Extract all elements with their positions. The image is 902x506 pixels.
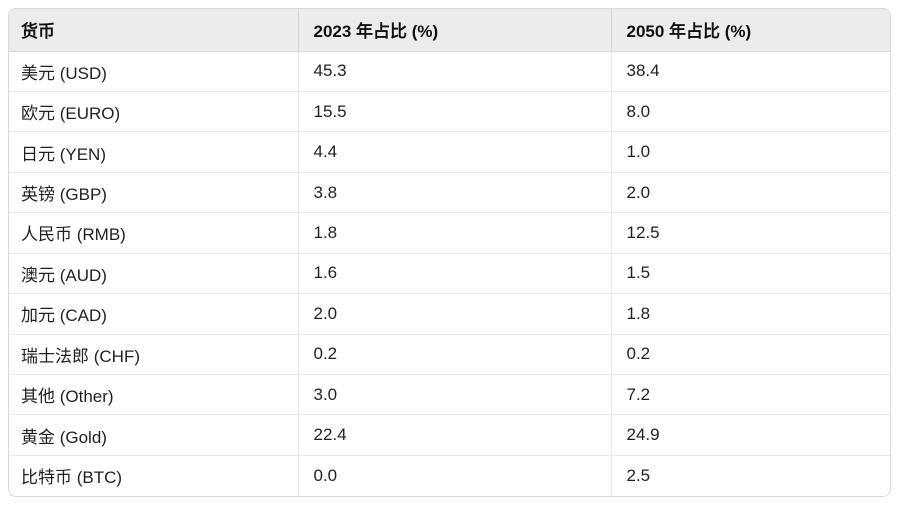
share-2023-cell: 0.0 xyxy=(297,455,611,496)
table-row: 加元 (CAD) 2.0 1.8 xyxy=(9,293,890,335)
share-2050-cell: 1.8 xyxy=(610,293,890,335)
share-2050-cell: 0.2 xyxy=(610,334,890,376)
currency-cell: 美元 (USD) xyxy=(9,51,298,92)
table-row: 其他 (Other) 3.0 7.2 xyxy=(9,374,890,416)
currency-share-table: 货币 2023 年占比 (%) 2050 年占比 (%) 美元 (USD) 45… xyxy=(9,9,890,496)
column-header-2050-share: 2050 年占比 (%) xyxy=(610,9,890,52)
share-2023-cell: 22.4 xyxy=(297,414,611,456)
share-2050-cell: 1.0 xyxy=(610,131,890,173)
currency-cell: 黄金 (Gold) xyxy=(9,414,298,456)
column-header-2023-share: 2023 年占比 (%) xyxy=(297,9,611,52)
share-2050-cell: 24.9 xyxy=(610,414,890,456)
table-row: 欧元 (EURO) 15.5 8.0 xyxy=(9,91,890,133)
share-2023-cell: 4.4 xyxy=(297,131,611,173)
currency-cell: 加元 (CAD) xyxy=(9,293,298,335)
currency-cell: 其他 (Other) xyxy=(9,374,298,416)
currency-cell: 瑞士法郎 (CHF) xyxy=(9,334,298,376)
currency-cell: 澳元 (AUD) xyxy=(9,253,298,295)
share-2050-cell: 12.5 xyxy=(610,212,890,254)
table-row: 瑞士法郎 (CHF) 0.2 0.2 xyxy=(9,334,890,376)
currency-cell: 比特币 (BTC) xyxy=(9,455,298,496)
share-2050-cell: 1.5 xyxy=(610,253,890,295)
currency-share-table-container: 货币 2023 年占比 (%) 2050 年占比 (%) 美元 (USD) 45… xyxy=(8,8,891,497)
column-header-currency: 货币 xyxy=(9,9,298,52)
table-row: 英镑 (GBP) 3.8 2.0 xyxy=(9,172,890,214)
share-2050-cell: 8.0 xyxy=(610,91,890,133)
table-row: 人民币 (RMB) 1.8 12.5 xyxy=(9,212,890,254)
share-2023-cell: 45.3 xyxy=(297,51,611,92)
share-2023-cell: 3.0 xyxy=(297,374,611,416)
share-2023-cell: 15.5 xyxy=(297,91,611,133)
share-2023-cell: 1.6 xyxy=(297,253,611,295)
currency-cell: 欧元 (EURO) xyxy=(9,91,298,133)
share-2023-cell: 0.2 xyxy=(297,334,611,376)
table-row: 美元 (USD) 45.3 38.4 xyxy=(9,51,890,92)
share-2050-cell: 2.0 xyxy=(610,172,890,214)
table-row: 澳元 (AUD) 1.6 1.5 xyxy=(9,253,890,295)
share-2023-cell: 2.0 xyxy=(297,293,611,335)
table-row: 日元 (YEN) 4.4 1.0 xyxy=(9,131,890,173)
share-2023-cell: 1.8 xyxy=(297,212,611,254)
currency-cell: 人民币 (RMB) xyxy=(9,212,298,254)
header-row: 货币 2023 年占比 (%) 2050 年占比 (%) xyxy=(9,9,890,52)
share-2050-cell: 38.4 xyxy=(610,51,890,92)
share-2050-cell: 2.5 xyxy=(610,455,890,496)
share-2023-cell: 3.8 xyxy=(297,172,611,214)
share-2050-cell: 7.2 xyxy=(610,374,890,416)
table-row: 比特币 (BTC) 0.0 2.5 xyxy=(9,455,890,496)
currency-cell: 英镑 (GBP) xyxy=(9,172,298,214)
currency-cell: 日元 (YEN) xyxy=(9,131,298,173)
table-row: 黄金 (Gold) 22.4 24.9 xyxy=(9,414,890,456)
